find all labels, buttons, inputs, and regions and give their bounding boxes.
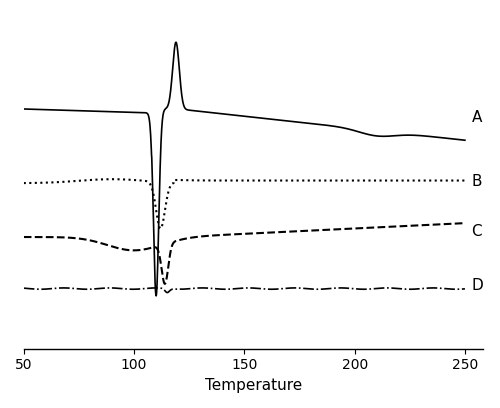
Line: C: C [24,223,465,284]
B [44,180,50,185]
C [236,232,242,237]
A [153,293,159,298]
B [236,178,242,183]
B [21,181,27,186]
D [164,290,170,295]
D [44,286,50,291]
Line: B: B [24,179,465,228]
Line: A: A [24,42,465,296]
A [368,133,374,137]
Text: B: B [472,174,482,189]
A [450,136,456,141]
Line: D: D [24,288,465,293]
B [450,178,456,183]
D [224,287,230,292]
A [21,106,27,111]
X-axis label: Temperature: Temperature [204,378,302,393]
A [224,112,230,117]
Text: D: D [472,279,484,293]
Text: C: C [472,224,482,239]
B [368,178,374,183]
C [449,221,455,226]
D [384,286,390,290]
A [450,136,456,141]
D [236,286,242,291]
C [450,221,456,226]
B [158,226,164,231]
B [109,177,115,182]
D [21,286,27,290]
A [173,40,179,45]
Text: A: A [472,110,482,125]
D [368,286,374,291]
C [224,232,230,237]
D [462,286,468,291]
D [450,287,456,292]
A [236,113,242,118]
A [462,138,468,143]
C [21,235,27,239]
C [368,225,374,230]
A [44,107,50,112]
D [450,287,456,292]
C [162,282,168,286]
B [462,178,468,183]
B [224,178,230,183]
C [44,235,50,239]
B [450,178,456,183]
C [462,221,468,226]
